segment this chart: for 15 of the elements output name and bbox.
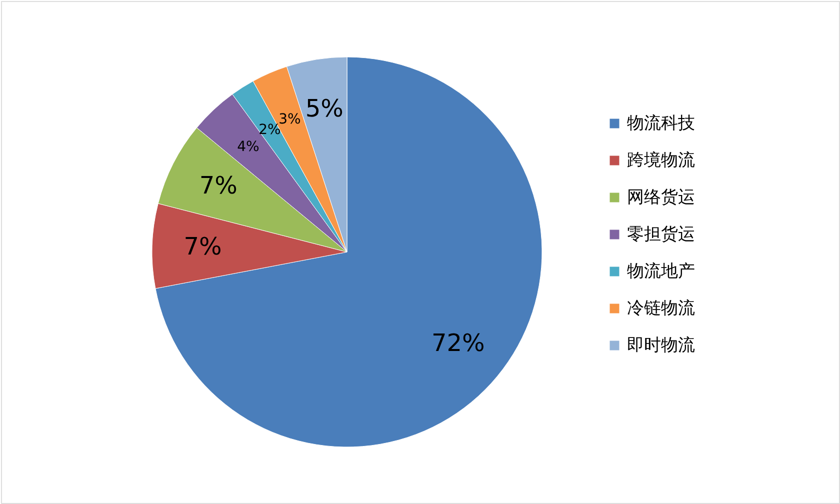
legend-label: 物流科技 [627,114,695,134]
legend-label: 跨境物流 [627,150,695,170]
data-label: 7% [184,232,222,260]
data-label: 4% [237,138,260,155]
legend-label: 物流地产 [627,262,695,282]
legend-label: 冷链物流 [627,298,695,318]
legend-label: 即时物流 [627,336,695,356]
data-label: 72% [432,328,485,357]
legend-label: 网络货运 [627,188,695,208]
data-label: 3% [278,112,301,128]
pie-slice [155,56,542,448]
data-label: 2% [258,122,281,138]
data-label: 7% [199,171,238,200]
legend-label: 零担货运 [627,224,695,244]
data-label: 5% [305,94,344,122]
